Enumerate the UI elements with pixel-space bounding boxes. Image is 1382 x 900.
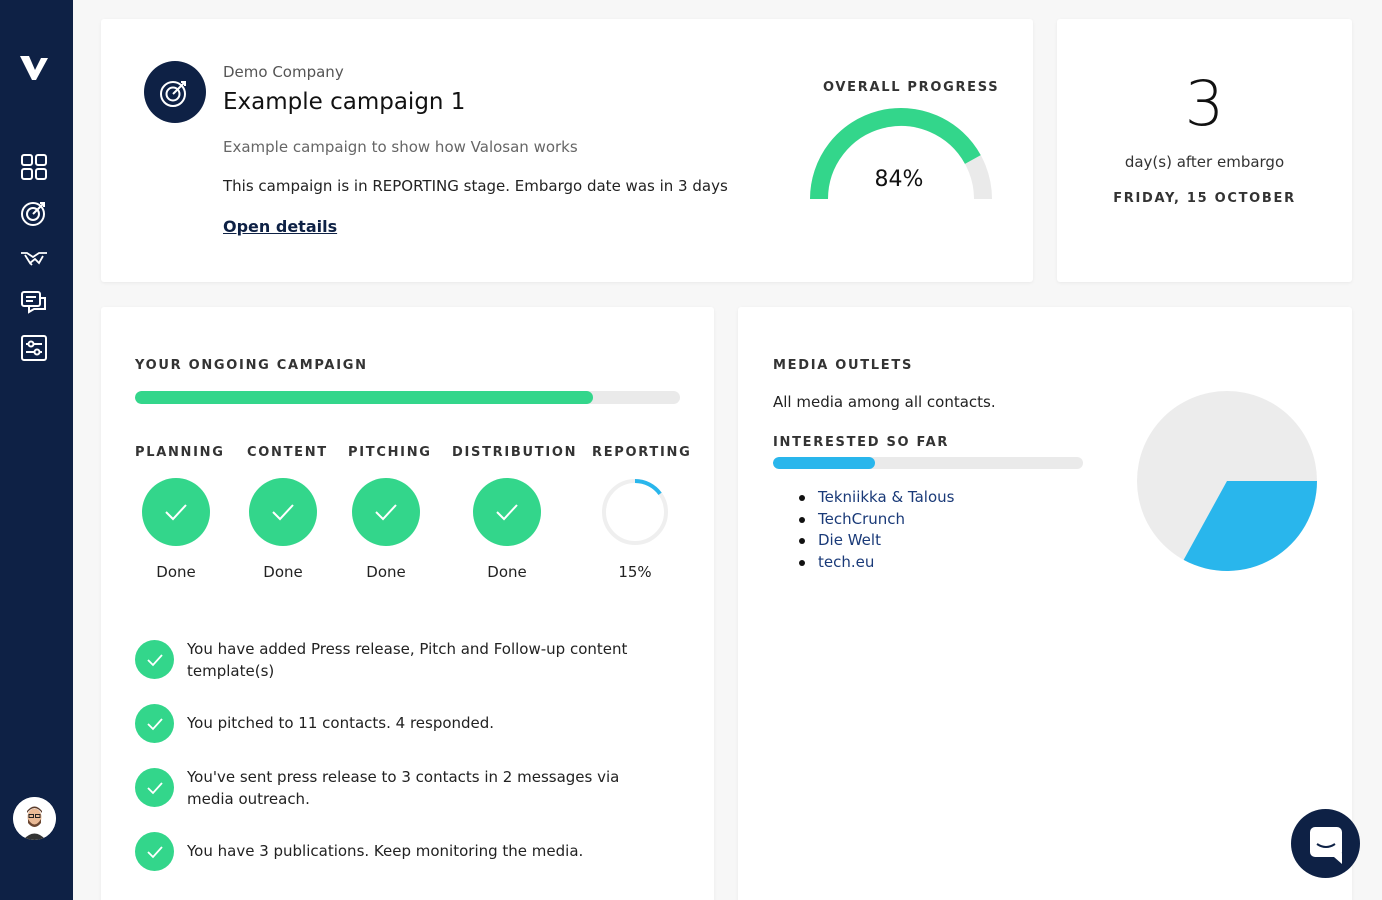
overall-progress-gauge (810, 108, 992, 200)
overall-progress-value: 84% (874, 167, 924, 192)
check-icon (375, 504, 397, 521)
task-check-icon (135, 768, 174, 807)
stage-status-reporting: 15% (618, 563, 652, 581)
open-details-link[interactable]: Open details (223, 217, 338, 236)
ongoing-campaign-card: YOUR ONGOING CAMPAIGN PLANNING CONTENT P… (101, 307, 714, 900)
gauge-fill (810, 108, 981, 200)
embargo-days-count: 3 (1184, 67, 1225, 140)
ring-fill (634, 479, 662, 496)
stage-status-content: Done (263, 563, 303, 581)
embargo-subtitle: day(s) after embargo (1124, 153, 1285, 171)
chat-button[interactable] (1291, 809, 1360, 878)
stage-status-pitching: Done (366, 563, 406, 581)
stage-progress-ring-reporting (602, 479, 668, 545)
campaign-stage-text: This campaign is in REPORTING stage. Emb… (223, 177, 728, 195)
valosan-logo[interactable] (17, 50, 51, 84)
stage-done-distribution (473, 478, 541, 546)
task-check-icon (135, 704, 174, 743)
embargo-date: FRIDAY, 15 OCTOBER (1113, 191, 1296, 206)
stage-label-distribution: DISTRIBUTION (452, 445, 578, 460)
stage-label-content: CONTENT (247, 445, 328, 460)
check-icon (496, 504, 518, 521)
outlet-item[interactable]: TechCrunch (798, 509, 954, 531)
campaign-target-icon (144, 61, 206, 123)
interested-so-far-label: INTERESTED SO FAR (773, 435, 950, 450)
campaign-title: Example campaign 1 (223, 89, 466, 115)
task-text: You pitched to 11 contacts. 4 responded. (187, 714, 495, 732)
interested-progress-fill (773, 457, 876, 469)
media-outlets-subtitle: All media among all contacts. (773, 393, 996, 411)
campaign-card: Demo Company Example campaign 1 Example … (101, 19, 1033, 282)
stage-done-content (249, 478, 317, 546)
task-text: You've sent press release to 3 contacts … (187, 768, 620, 808)
pie-slice-interested (1183, 481, 1317, 571)
stage-status-distribution: Done (487, 563, 527, 581)
media-outlets-card: MEDIA OUTLETS All media among all contac… (738, 307, 1352, 900)
ongoing-progress-fill (135, 391, 593, 404)
ongoing-progress-bar (135, 391, 680, 404)
handshake-icon[interactable] (19, 243, 49, 273)
sidebar (0, 0, 73, 900)
task-check-icon (135, 640, 174, 679)
campaign-description: Example campaign to show how Valosan wor… (223, 138, 578, 156)
overall-progress-label: OVERALL PROGRESS (823, 80, 1000, 95)
settings-sliders-icon[interactable] (19, 333, 49, 363)
media-pie-chart (1137, 391, 1317, 571)
check-icon (165, 504, 187, 521)
ongoing-campaign-label: YOUR ONGOING CAMPAIGN (135, 358, 368, 373)
stage-done-planning (142, 478, 210, 546)
outlet-item[interactable]: Die Welt (798, 530, 954, 552)
target-icon[interactable] (19, 198, 49, 228)
stage-label-planning: PLANNING (135, 445, 225, 460)
user-avatar[interactable] (13, 797, 56, 840)
avatar-portrait-icon (13, 797, 56, 840)
task-text: You have 3 publications. Keep monitoring… (187, 842, 584, 860)
task-check-icon (135, 832, 174, 871)
chat-bubble-icon (1310, 827, 1342, 864)
check-icon (272, 504, 294, 521)
media-outlets-label: MEDIA OUTLETS (773, 358, 914, 373)
dashboard-grid-icon[interactable] (19, 152, 49, 182)
task-text: You have added Press release, Pitch and … (187, 640, 628, 680)
stage-status-planning: Done (156, 563, 196, 581)
outlet-list: Tekniikka & Talous TechCrunch Die Welt t… (798, 487, 954, 574)
outlet-item[interactable]: Tekniikka & Talous (798, 487, 954, 509)
stage-label-reporting: REPORTING (592, 445, 692, 460)
interested-progress-bar (773, 457, 1083, 469)
company-name: Demo Company (223, 63, 344, 81)
stage-done-pitching (352, 478, 420, 546)
chat-list-icon[interactable] (19, 288, 49, 318)
embargo-card: 3 day(s) after embargo FRIDAY, 15 OCTOBE… (1057, 19, 1352, 282)
outlet-item[interactable]: tech.eu (798, 552, 954, 574)
stage-label-pitching: PITCHING (348, 445, 432, 460)
